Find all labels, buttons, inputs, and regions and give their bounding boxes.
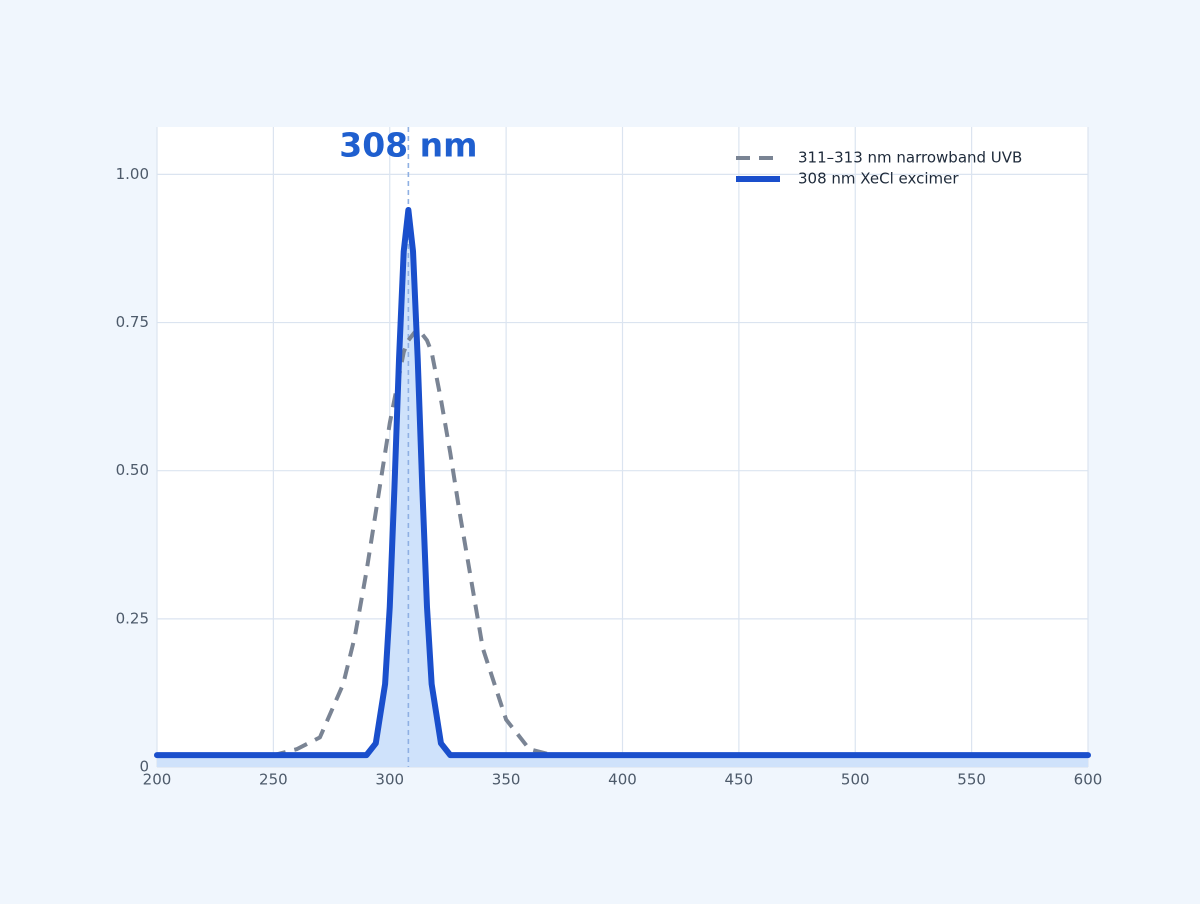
x-tick-label: 500	[841, 771, 870, 789]
y-tick-label: 0.50	[116, 461, 149, 479]
x-tick-label: 400	[608, 771, 637, 789]
annotation-text: 308 nm	[339, 126, 477, 165]
x-tick-label: 250	[259, 771, 288, 789]
x-tick-label: 550	[957, 771, 986, 789]
y-tick-label: 0.75	[116, 313, 149, 331]
y-tick-label: 0	[139, 758, 149, 776]
x-tick-label: 350	[492, 771, 521, 789]
x-tick-label: 450	[725, 771, 754, 789]
series-line	[157, 326, 1088, 758]
x-tick-label: 200	[143, 771, 172, 789]
legend-label: 311–313 nm narrowband UVB	[798, 149, 1022, 167]
x-tick-label: 300	[375, 771, 404, 789]
legend-label: 308 nm XeCl excimer	[798, 170, 959, 188]
y-tick-label: 0.25	[116, 609, 149, 627]
series-line	[154, 206, 1091, 759]
y-tick-label: 1.00	[116, 165, 149, 183]
x-tick-label: 600	[1074, 771, 1103, 789]
